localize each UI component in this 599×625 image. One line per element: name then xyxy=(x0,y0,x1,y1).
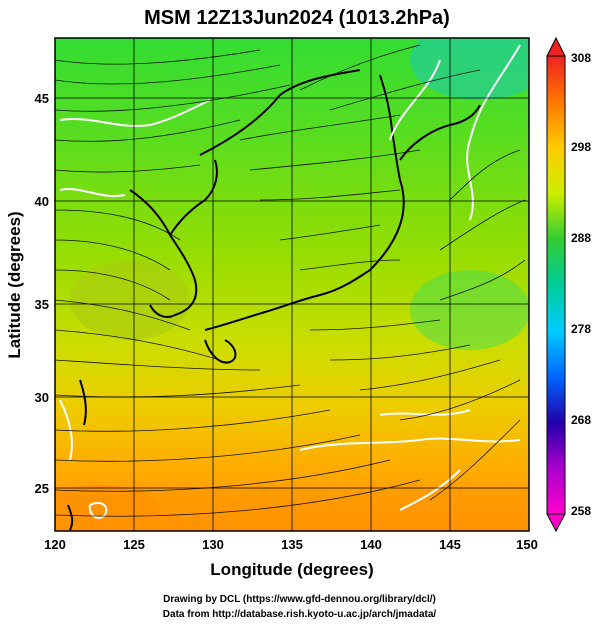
map-title: MSM 12Z13Jun2024 (1013.2hPa) xyxy=(144,7,450,29)
colorbar-tick-label: 308 xyxy=(571,51,591,65)
x-tick-label: 140 xyxy=(360,537,382,552)
plot-frame xyxy=(54,37,530,532)
colorbar-tick-label: 258 xyxy=(571,504,591,518)
credit-line-data-source: Data from http://database.rish.kyoto-u.a… xyxy=(162,609,437,620)
plot-area xyxy=(55,38,529,531)
colorbar-bottom-arrow xyxy=(546,513,566,533)
cool-patch xyxy=(410,38,529,100)
colorbar-top-arrow xyxy=(546,36,566,57)
y-axis: 25 30 35 40 45 xyxy=(35,91,49,496)
colorbar: 308 298 288 278 268 258 xyxy=(546,36,591,533)
graticule xyxy=(55,38,529,531)
y-tick-label: 40 xyxy=(35,194,49,209)
x-tick-label: 125 xyxy=(123,537,145,552)
contour-lines xyxy=(59,44,521,519)
x-tick-label: 130 xyxy=(202,537,224,552)
colorbar-tick-label: 278 xyxy=(571,322,591,336)
colorbar-gradient xyxy=(546,55,566,515)
x-tick-label: 145 xyxy=(439,537,461,552)
colorbar-tick-label: 288 xyxy=(571,231,591,245)
cool-patch xyxy=(410,270,529,350)
y-tick-label: 30 xyxy=(35,390,49,405)
x-tick-label: 150 xyxy=(516,537,538,552)
x-axis: 120 125 130 135 140 145 150 xyxy=(44,537,538,552)
x-tick-label: 120 xyxy=(44,537,66,552)
x-tick-label: 135 xyxy=(281,537,303,552)
y-axis-label: Latitude (degrees) xyxy=(5,211,24,358)
colorbar-tick-label: 298 xyxy=(571,140,591,154)
streamlines xyxy=(55,44,526,517)
colorbar-tick-label: 268 xyxy=(571,413,591,427)
x-axis-label: Longitude (degrees) xyxy=(210,560,373,579)
y-tick-label: 25 xyxy=(35,481,49,496)
y-tick-label: 35 xyxy=(35,297,49,312)
credit-line-dcl: Drawing by DCL (https://www.gfd-dennou.o… xyxy=(163,594,436,605)
y-tick-label: 45 xyxy=(35,91,49,106)
